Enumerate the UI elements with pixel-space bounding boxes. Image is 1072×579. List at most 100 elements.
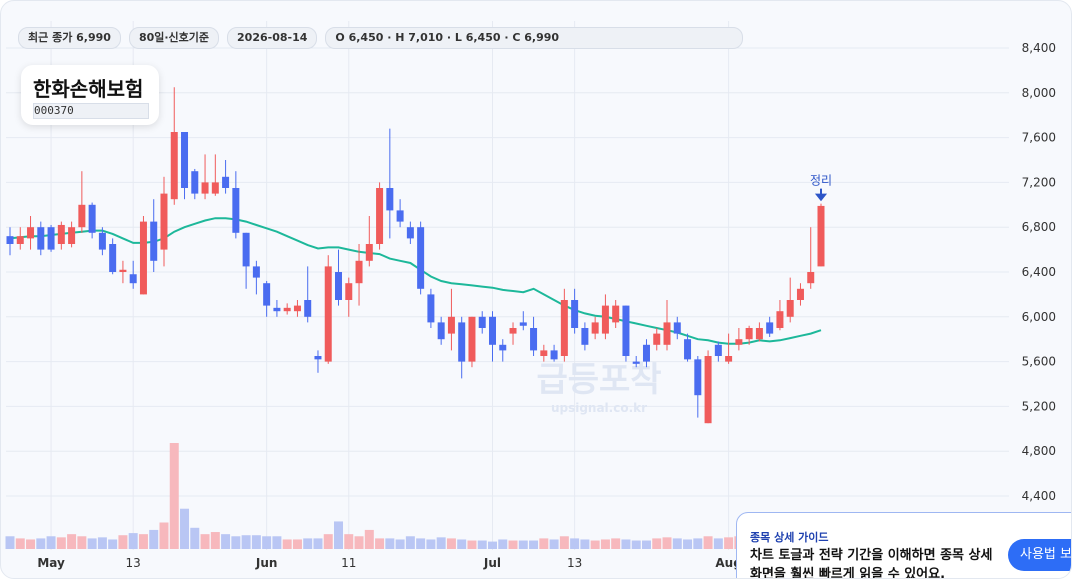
- volume-bar: [570, 538, 580, 549]
- volume-bar: [303, 538, 313, 549]
- volume-bar: [652, 538, 662, 549]
- candle-body: [78, 204, 86, 228]
- candle-body: [396, 210, 404, 222]
- volume-bar: [251, 535, 261, 549]
- candle-body: [817, 205, 825, 267]
- volume-bar: [467, 540, 477, 549]
- candle-body: [6, 236, 14, 244]
- candle-body: [663, 322, 671, 345]
- candle-body: [119, 269, 127, 272]
- volume-bar: [395, 539, 405, 549]
- volume-bar: [210, 532, 220, 549]
- volume-bar: [292, 539, 302, 549]
- volume-bar: [149, 529, 159, 549]
- candle-body: [468, 316, 476, 362]
- y-tick-label: 7,600: [1022, 131, 1056, 145]
- guide-button[interactable]: 사용법 보기: [1008, 539, 1071, 571]
- watermark-url: upsignal.co.kr: [551, 401, 647, 415]
- y-tick-label: 8,000: [1022, 86, 1056, 100]
- volume-bar: [138, 534, 148, 549]
- header-pills: 최근 종가 6,990 80일·신호기준 2026-08-14 O 6,450 …: [18, 27, 744, 49]
- volume-bar: [180, 508, 190, 549]
- volume-bar: [405, 536, 415, 549]
- volume-bar: [683, 539, 693, 549]
- volume-bar: [385, 538, 395, 549]
- candle-body: [314, 356, 322, 360]
- volume-bar: [446, 538, 456, 549]
- candle-body: [632, 361, 640, 364]
- y-tick-label: 6,000: [1022, 310, 1056, 324]
- candle-body: [304, 300, 312, 317]
- candle-body: [263, 283, 271, 306]
- candle-body: [591, 322, 599, 334]
- volume-bar: [108, 539, 118, 549]
- volume-bar: [436, 537, 446, 549]
- candle-body: [293, 305, 301, 312]
- x-tick-label: Aug: [715, 556, 741, 570]
- volume-bar: [611, 538, 621, 549]
- candle-body: [745, 328, 753, 340]
- candle-body: [88, 204, 96, 233]
- x-tick-label: Jul: [483, 556, 501, 570]
- candle-body: [160, 193, 168, 250]
- volume-bar: [457, 539, 467, 549]
- candle-body: [447, 316, 455, 334]
- close-pill: 최근 종가 6,990: [18, 27, 121, 49]
- x-tick-label: May: [37, 556, 65, 570]
- candle-body: [37, 227, 45, 250]
- candle-body: [242, 232, 250, 267]
- candle-body: [201, 182, 209, 194]
- candle-body: [355, 260, 363, 284]
- volume-bar: [693, 538, 703, 549]
- stock-code: 000370: [33, 103, 149, 119]
- candle-body: [509, 328, 517, 334]
- candle-body: [735, 339, 743, 345]
- candle-body: [273, 307, 281, 312]
- candle-body: [519, 322, 527, 326]
- candle-body: [776, 311, 784, 328]
- guide-popup: 종목 상세 가이드 차트 토글과 전략 기간을 이해하면 종목 상세 화면을 훨…: [736, 512, 1071, 578]
- candle-body: [499, 344, 507, 351]
- candle-body: [427, 294, 435, 323]
- volume-bar: [200, 534, 210, 549]
- volume-bar: [508, 540, 518, 549]
- x-tick-label: Jun: [255, 556, 278, 570]
- candle-body: [478, 316, 486, 328]
- volume-bar: [364, 529, 374, 549]
- candle-body: [673, 322, 681, 334]
- stock-card: 한화손해보험 000370: [21, 65, 159, 125]
- candle-body: [458, 322, 466, 362]
- volume-bar: [662, 537, 672, 549]
- candle-body: [98, 232, 106, 250]
- volume-bar: [128, 533, 138, 549]
- candle-body: [601, 305, 609, 334]
- volume-bar: [231, 536, 241, 549]
- candle-body: [283, 307, 291, 312]
- y-tick-label: 6,400: [1022, 265, 1056, 279]
- candle-body: [530, 328, 538, 351]
- volume-bar: [631, 540, 641, 549]
- candle-body: [786, 300, 794, 317]
- candle-body: [807, 272, 815, 284]
- candle-body: [365, 244, 373, 261]
- candle-body: [642, 344, 650, 362]
- candle-body: [345, 283, 353, 300]
- y-tick-label: 8,400: [1022, 41, 1056, 55]
- candle-body: [560, 300, 568, 356]
- candle-body: [550, 350, 558, 360]
- volume-bar: [724, 537, 734, 549]
- period-pill: 80일·신호기준: [128, 27, 220, 49]
- volume-bar: [518, 540, 528, 549]
- watermark-title: 급등포착: [536, 360, 661, 400]
- volume-bar: [641, 540, 651, 549]
- candle-body: [684, 339, 692, 360]
- candle-body: [694, 359, 702, 396]
- volume-bar: [559, 536, 569, 549]
- volume-bar: [477, 540, 487, 549]
- volume-bar: [529, 540, 539, 549]
- candle-body: [796, 288, 804, 300]
- candle-body: [766, 322, 774, 334]
- volume-bar: [169, 443, 179, 549]
